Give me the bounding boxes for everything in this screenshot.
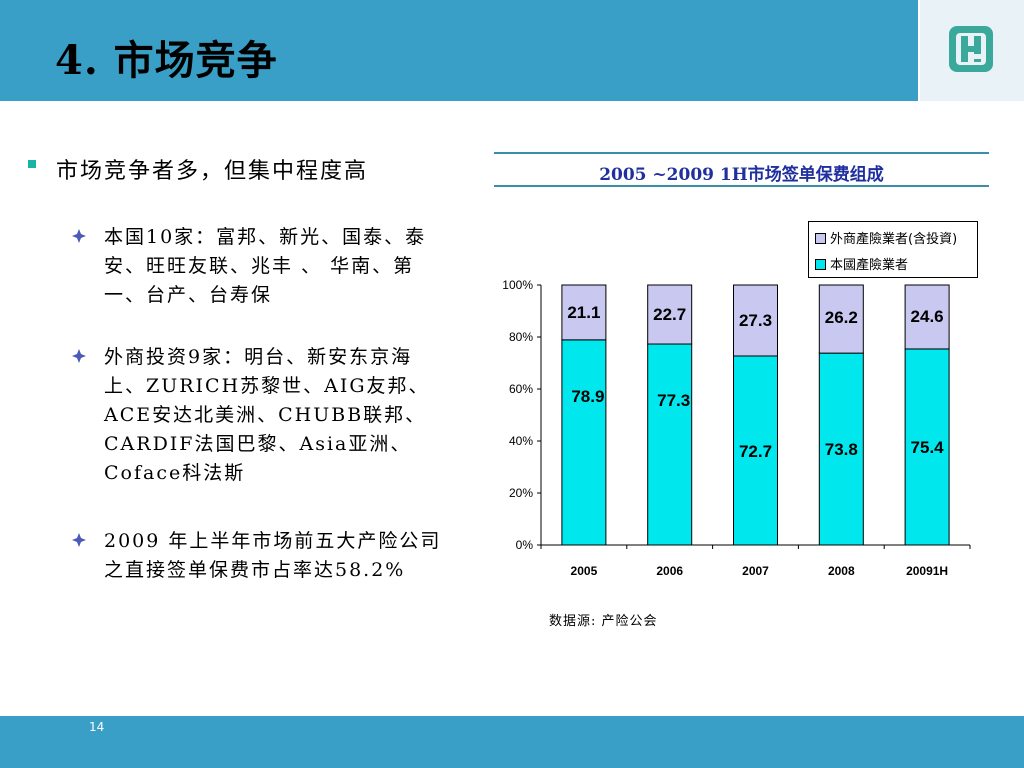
chart-legend: 外商產險業者(含投資) 本國產險業者 [808, 221, 978, 278]
x-tick-label: 2007 [742, 564, 769, 578]
data-label-foreign: 27.3 [739, 311, 772, 330]
data-label-domestic: 73.8 [825, 440, 858, 459]
chart-title: 2005 ~2009 1H市场签单保费组成 [599, 165, 884, 185]
bar-foreign [561, 284, 607, 341]
data-label-domestic: 78.9 [571, 387, 604, 406]
bar-domestic [904, 348, 950, 546]
data-label-foreign: 24.6 [911, 307, 944, 326]
sub-bullet-text: 本国10家：富邦、新光、国泰、泰安、旺旺友联、兆丰 、 华南、第一、台产、台寿保 [104, 226, 427, 306]
bar-foreign [647, 284, 693, 345]
diamond-bullet-icon [72, 533, 86, 547]
square-bullet-icon [28, 160, 36, 168]
bar-foreign [818, 284, 864, 354]
bar-foreign [904, 284, 950, 350]
source-note: 数据源: 产险公会 [549, 614, 658, 629]
legend-swatch-domestic [815, 259, 826, 270]
data-label-domestic: 77.3 [657, 391, 690, 410]
footer-bar [0, 716, 1024, 768]
header-bar [0, 0, 918, 101]
main-bullet-text: 市场竞争者多，但集中程度高 [56, 159, 369, 184]
y-tick-label: 20% [509, 486, 533, 500]
y-tick-label: 60% [509, 382, 533, 396]
legend-item-foreign: 外商產險業者(含投資) [815, 228, 957, 247]
fubon-logo-icon [949, 26, 993, 72]
diamond-bullet-icon [72, 229, 86, 243]
y-tick-label: 100% [502, 278, 533, 292]
legend-label-foreign: 外商產險業者(含投資) [830, 232, 958, 247]
x-tick-label: 2008 [828, 564, 855, 578]
data-label-domestic: 72.7 [739, 442, 772, 461]
y-tick-label: 0% [516, 538, 534, 552]
legend-swatch-foreign [815, 233, 826, 244]
chart-title-rule-top [494, 152, 989, 154]
bar-domestic [818, 352, 864, 546]
bar-domestic [733, 355, 778, 546]
y-tick-label: 80% [509, 330, 533, 344]
y-tick-label: 40% [509, 434, 533, 448]
data-label-foreign: 21.1 [567, 303, 600, 322]
page-number: 14 [89, 720, 105, 734]
diamond-bullet-icon [72, 349, 86, 363]
sub-bullet-text: 2009 年上半年市场前五大产险公司之直接签单保费市占率达58.2% [104, 530, 442, 581]
data-label-foreign: 26.2 [825, 308, 858, 327]
legend-label-domestic: 本國產險業者 [830, 258, 909, 273]
bar-domestic [561, 339, 607, 546]
page-title: 4. 市场竞争 [55, 37, 278, 84]
x-tick-label: 2005 [571, 564, 598, 578]
bar-domestic [647, 343, 693, 546]
legend-item-domestic: 本國產險業者 [815, 254, 908, 273]
bar-foreign [733, 284, 778, 357]
x-tick-label: 20091H [906, 564, 948, 578]
chart-title-rule-bottom [494, 185, 989, 187]
data-label-domestic: 75.4 [911, 438, 945, 457]
x-tick-label: 2006 [656, 564, 683, 578]
data-label-foreign: 22.7 [653, 305, 686, 324]
company-logo [920, 0, 1024, 101]
sub-bullet-text: 外商投资9家：明台、新安东京海上、ZURICH苏黎世、AIG友邦、ACE安达北美… [104, 346, 430, 484]
